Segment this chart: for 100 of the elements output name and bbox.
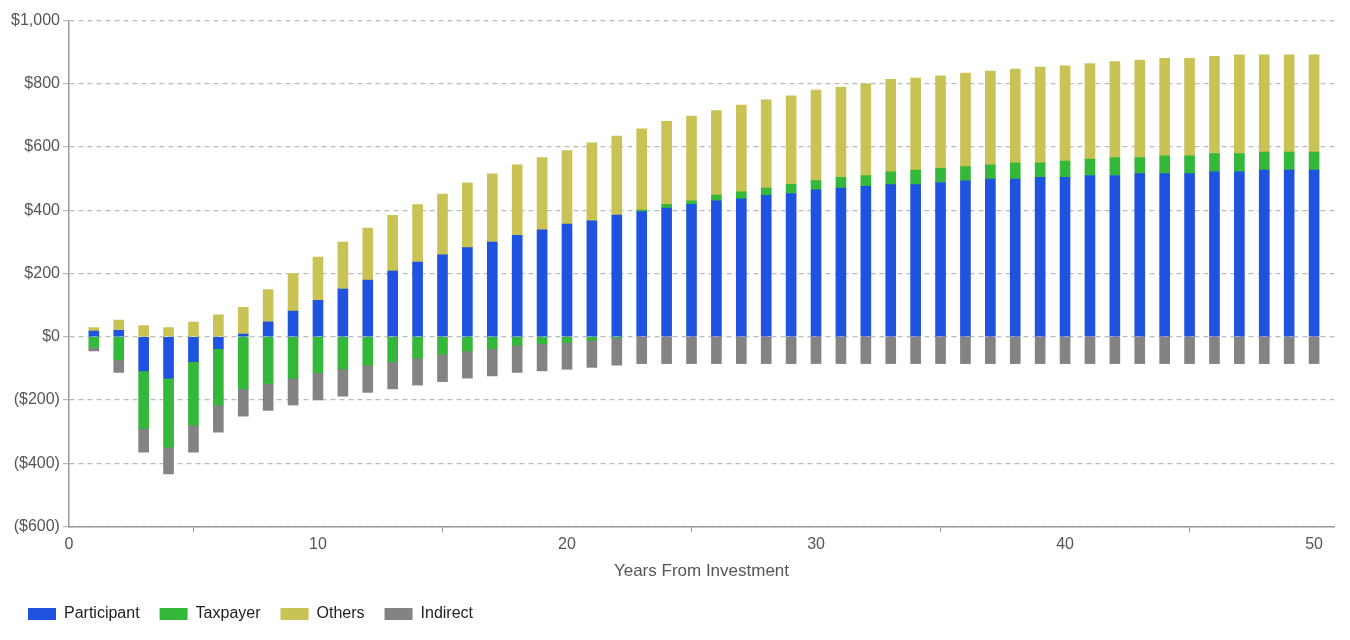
bar [1234, 337, 1245, 364]
bar [910, 184, 921, 337]
bar [387, 337, 398, 363]
bar [1084, 63, 1096, 160]
y-tick-label: $200 [24, 263, 61, 281]
bar [113, 319, 125, 331]
bar [860, 175, 872, 187]
bar [561, 337, 573, 343]
bar [561, 150, 573, 225]
bar [910, 77, 921, 171]
bar [362, 337, 374, 366]
bar [1159, 57, 1170, 157]
bar [1009, 68, 1021, 164]
bar [985, 178, 996, 337]
bar [1009, 162, 1021, 180]
bar [536, 229, 548, 337]
bar [1283, 54, 1295, 153]
y-tick-label: $400 [24, 200, 61, 218]
y-tick-label: ($400) [13, 453, 60, 471]
bar [960, 166, 971, 182]
bar [760, 337, 772, 364]
bar [437, 193, 448, 256]
bar [785, 193, 797, 337]
bar [835, 337, 847, 364]
y-tick-label: $800 [24, 74, 61, 92]
bar [312, 256, 324, 301]
bar [312, 337, 324, 374]
bar [362, 279, 374, 337]
bar [412, 337, 423, 359]
bar [213, 404, 224, 433]
bar [1009, 178, 1021, 337]
bar [287, 310, 299, 337]
bar [1184, 173, 1195, 337]
bar [138, 337, 149, 372]
bar [1283, 337, 1295, 364]
bar [163, 327, 174, 337]
bar [262, 289, 274, 323]
bar [1308, 151, 1320, 171]
bar [462, 182, 473, 248]
bar [760, 195, 772, 337]
bar [412, 261, 423, 337]
bar [636, 211, 648, 337]
bar [163, 446, 174, 475]
bar [686, 203, 697, 337]
bar [760, 99, 772, 189]
bar [1184, 57, 1195, 157]
bar [1258, 169, 1270, 337]
x-tick-label: 40 [1056, 535, 1075, 553]
bar [1059, 65, 1071, 162]
bar [1234, 153, 1245, 173]
bar [1034, 66, 1046, 164]
bar [586, 337, 598, 341]
bar [985, 337, 996, 364]
bar [188, 361, 199, 426]
bar [213, 314, 224, 337]
bar [1159, 155, 1170, 174]
bar [785, 95, 797, 185]
bar [188, 337, 199, 363]
x-tick-label: 0 [64, 535, 74, 553]
bar [1109, 157, 1121, 176]
bar [636, 128, 648, 211]
bar [860, 83, 872, 176]
bar [113, 359, 125, 373]
bar [810, 337, 822, 364]
bar [935, 167, 946, 183]
bar [885, 184, 897, 337]
bar [387, 361, 398, 390]
bar [163, 337, 174, 379]
bar [213, 337, 224, 350]
bar [935, 337, 946, 364]
bar [138, 370, 149, 429]
bar [437, 337, 448, 355]
y-tick-label: ($200) [13, 390, 60, 408]
bar [860, 185, 872, 337]
bar [1159, 337, 1170, 364]
bar [711, 200, 722, 337]
bar [910, 169, 921, 185]
bar [262, 383, 274, 411]
bar [312, 372, 324, 401]
bar [511, 234, 523, 337]
bar [1308, 337, 1320, 364]
bar [138, 428, 149, 453]
x-tick-label: 20 [558, 535, 576, 553]
bar [362, 364, 374, 393]
bar [885, 79, 897, 173]
bar [337, 337, 349, 370]
bar [1209, 337, 1220, 364]
bar [686, 115, 697, 202]
bar [810, 189, 822, 337]
bar [262, 337, 274, 384]
bar [935, 75, 946, 169]
bar [835, 187, 847, 337]
bar [1184, 337, 1195, 364]
bar [1034, 337, 1046, 364]
x-tick-label: 50 [1305, 535, 1324, 553]
bar [885, 171, 897, 185]
bar [486, 337, 498, 350]
bar [735, 104, 747, 193]
bar [1258, 151, 1270, 171]
bar [1308, 54, 1320, 153]
